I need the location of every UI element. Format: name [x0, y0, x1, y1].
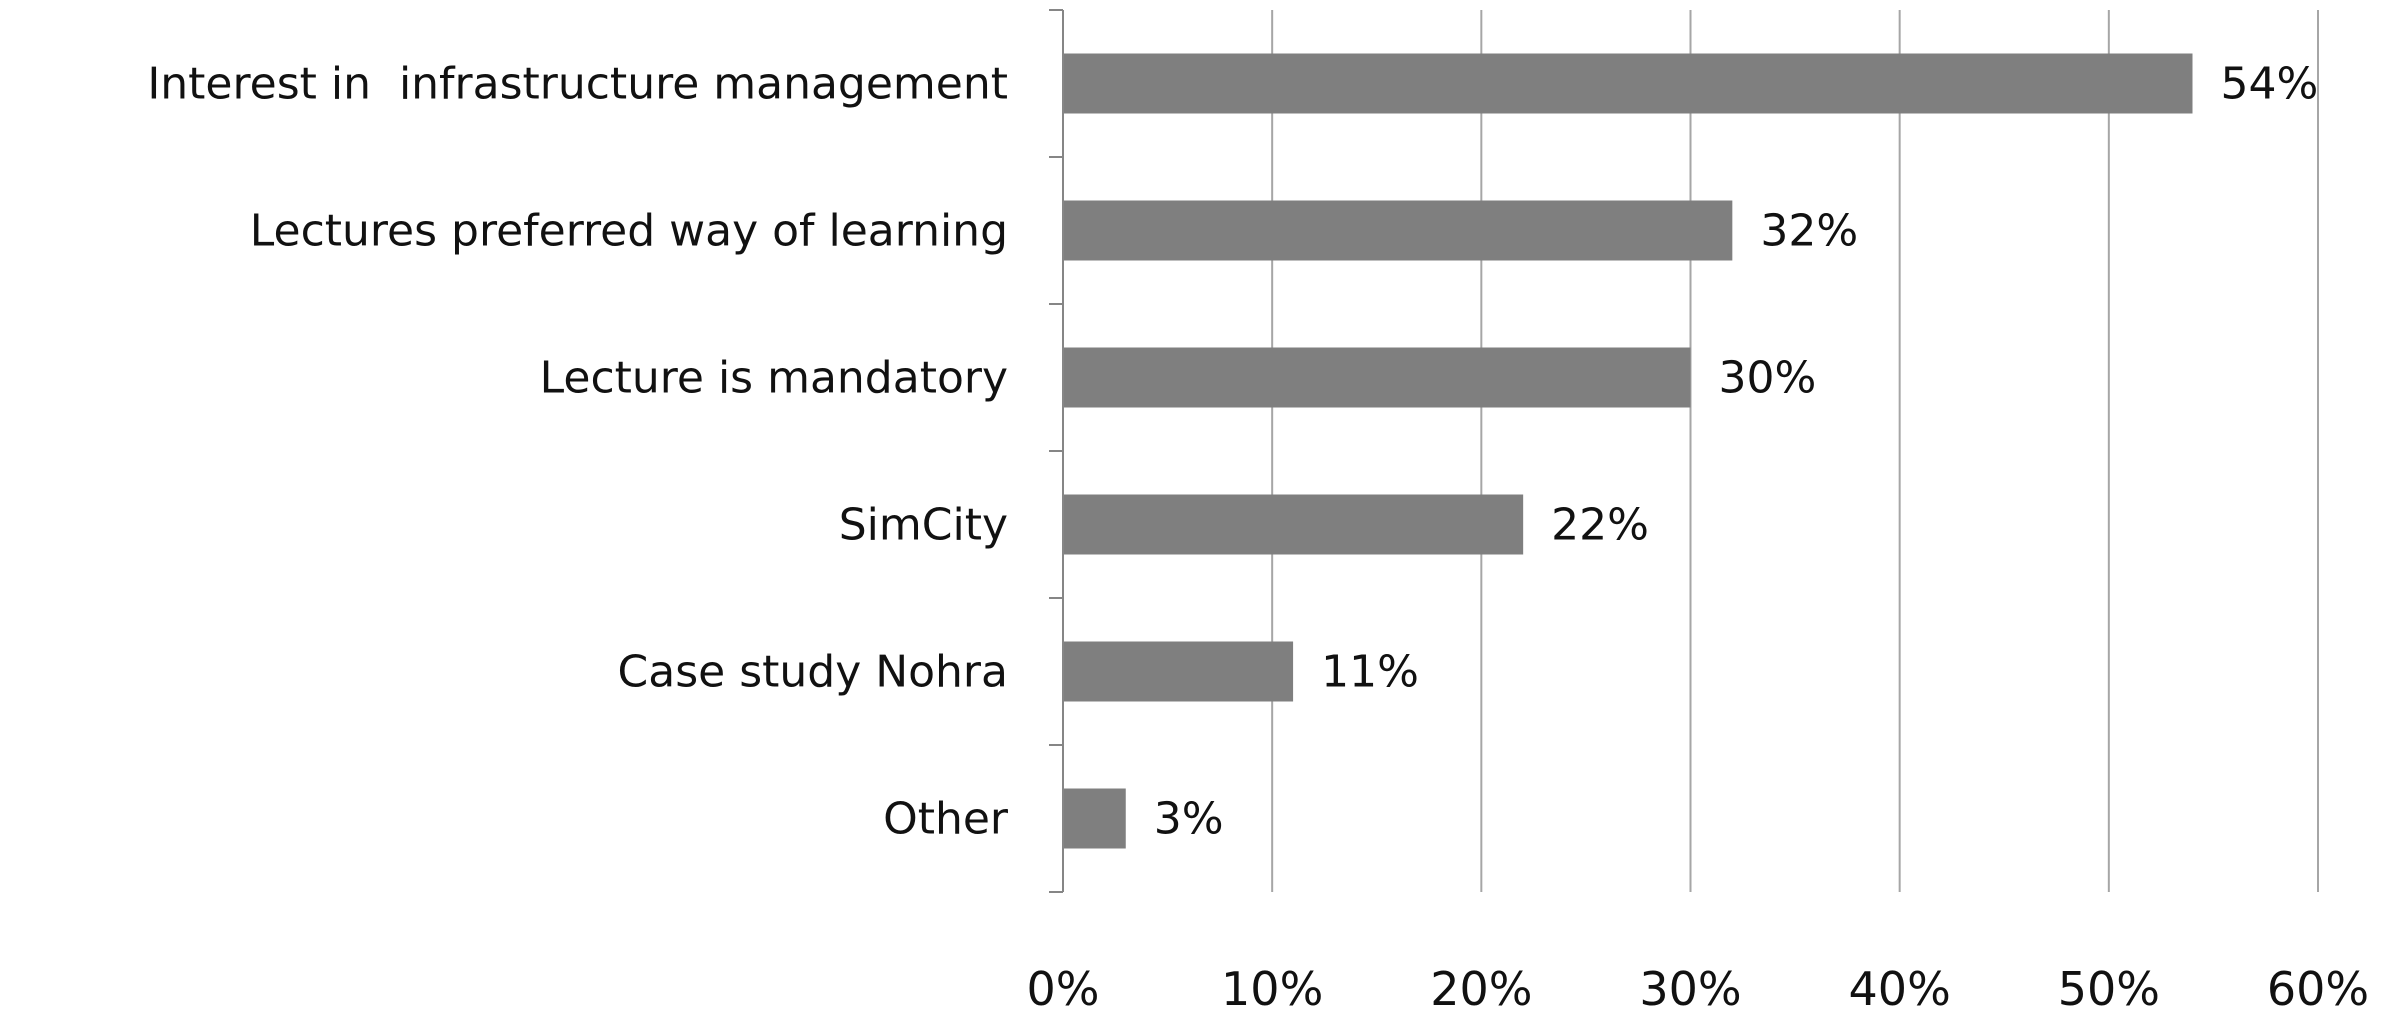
x-tick-label: 60%	[2267, 962, 2369, 1016]
data-label: 22%	[1551, 500, 1649, 551]
bar-1	[1063, 53, 2193, 114]
category-label: Case study Nohra	[618, 647, 1008, 698]
x-tick-label: 0%	[1027, 962, 1100, 1016]
data-label: 11%	[1321, 647, 1419, 698]
bar-2	[1063, 200, 1733, 261]
labels: 0% 10% 20% 30% 40% 50% 60% Interest in infrastr…	[147, 59, 2369, 1017]
bar-6	[1063, 788, 1126, 849]
bars	[1063, 53, 2193, 849]
bar-5	[1063, 641, 1294, 702]
data-label: 30%	[1719, 353, 1817, 404]
category-label: Interest in infrastructure management	[147, 59, 1008, 110]
category-label: Lectures preferred way of learning	[250, 206, 1008, 257]
x-tick-label: 40%	[1849, 962, 1951, 1016]
y-axis	[1049, 9, 1064, 893]
x-tick-label: 10%	[1221, 962, 1323, 1016]
x-tick-label: 20%	[1430, 962, 1532, 1016]
data-label: 3%	[1154, 794, 1224, 845]
category-label: SimCity	[839, 500, 1008, 551]
category-label: Lecture is mandatory	[540, 353, 1008, 404]
x-tick-label: 50%	[2058, 962, 2160, 1016]
category-label: Other	[883, 794, 1009, 845]
data-label: 32%	[1760, 206, 1858, 257]
x-tick-label: 30%	[1639, 962, 1741, 1016]
data-label: 54%	[2221, 59, 2319, 110]
gridlines	[1271, 10, 2319, 892]
bar-3	[1063, 347, 1691, 408]
bar-4	[1063, 494, 1524, 555]
